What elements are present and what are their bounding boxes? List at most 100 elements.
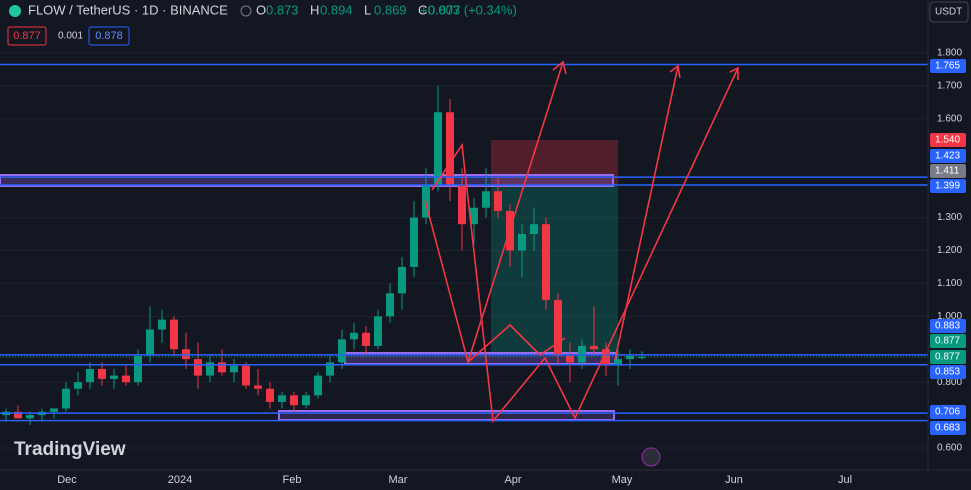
candle-body <box>554 299 562 356</box>
candle-body <box>602 349 610 366</box>
time-label: Jun <box>725 474 743 486</box>
price-marker-label: 0.883 <box>935 321 960 332</box>
candle-body <box>134 355 142 383</box>
levels <box>0 63 928 422</box>
time-label: Apr <box>504 474 521 486</box>
price-marker <box>930 179 966 193</box>
arrow-head <box>552 60 567 75</box>
zone <box>278 410 615 421</box>
brand: TradingView <box>14 439 126 460</box>
price-marker <box>930 421 966 435</box>
candle-body <box>302 395 310 406</box>
candle-body <box>218 362 226 373</box>
ask: 0.878 <box>95 30 123 42</box>
event-icon[interactable] <box>641 447 661 467</box>
price-tick-label: 1.100 <box>937 278 962 289</box>
price-tick-label: 1.000 <box>937 311 962 322</box>
candle-body <box>482 191 490 208</box>
candle-body <box>398 266 406 294</box>
candle-body <box>266 388 274 402</box>
candle-body <box>50 408 58 412</box>
candle-body <box>638 356 646 359</box>
arrow <box>614 65 679 361</box>
candle-body <box>158 319 166 330</box>
candle-body <box>206 362 214 376</box>
candle-body <box>110 375 118 379</box>
candle-body <box>98 369 106 379</box>
price-marker <box>930 59 966 73</box>
candle-body <box>290 395 298 406</box>
candle-body <box>170 319 178 350</box>
ask-box[interactable] <box>88 26 130 46</box>
price-marker-label: 0.877 <box>935 336 960 347</box>
candle-body <box>14 411 22 419</box>
arrow-head <box>729 66 739 80</box>
candle-body <box>254 385 262 389</box>
candle-body <box>626 355 634 360</box>
ohlc-key: L <box>364 2 371 17</box>
candle-body <box>314 375 322 396</box>
time-label: Mar <box>389 474 408 486</box>
candle-body <box>326 362 334 376</box>
price-marker-label: 1.423 <box>935 151 960 162</box>
candle-body <box>350 332 358 340</box>
price-marker-label: 0.706 <box>935 407 960 418</box>
candle-body <box>386 293 394 317</box>
ohlc-key: H <box>310 2 319 17</box>
candle-body <box>362 332 370 346</box>
candle-body <box>446 112 454 185</box>
price-marker <box>930 164 966 178</box>
time-label: 2024 <box>168 474 192 486</box>
candle-body <box>374 316 382 346</box>
price-marker-label: 1.399 <box>935 181 960 192</box>
candle-body <box>410 217 418 267</box>
arrow-head <box>669 64 681 79</box>
arrows <box>424 60 739 423</box>
price-marker <box>930 319 966 333</box>
time-label: Jul <box>838 474 852 486</box>
candle-body <box>62 388 70 409</box>
ohlc-key: O <box>256 2 266 17</box>
price-marker-label: 0.683 <box>935 423 960 434</box>
ohlc: O 0.873 H 0.894 L 0.869 C 0.877 <box>256 2 461 17</box>
price-marker <box>930 405 966 419</box>
price-tick-label: 1.300 <box>937 212 962 223</box>
candle-body <box>530 224 538 235</box>
candle-body <box>338 339 346 363</box>
arrow <box>431 67 739 423</box>
candle-body <box>146 329 154 356</box>
candle-body <box>74 382 82 389</box>
bid-box[interactable] <box>7 26 47 46</box>
price-marker <box>930 149 966 163</box>
candle-body <box>194 359 202 376</box>
candle-body <box>614 359 622 366</box>
candle-body <box>242 365 250 386</box>
candle-body <box>122 375 130 383</box>
price-tick-label: 0.600 <box>937 443 962 454</box>
price-marker-label: 1.411 <box>935 166 960 177</box>
time-label: May <box>612 474 633 486</box>
symbol-icon <box>9 5 21 17</box>
candle-body <box>470 207 478 225</box>
candle-body <box>278 395 286 402</box>
price-marker <box>930 334 966 348</box>
zone <box>0 174 614 187</box>
candle-body <box>26 415 34 419</box>
candle-body <box>590 345 598 350</box>
candle-body <box>518 234 526 251</box>
symbol[interactable]: FLOW / TetherUS · 1D · BINANCE <box>28 2 228 17</box>
price-tick-label: 1.200 <box>937 245 962 256</box>
currency-button[interactable] <box>929 1 969 23</box>
ohlc-value: 0.873 <box>266 2 299 17</box>
price-tick-label: 1.600 <box>937 113 962 124</box>
candle-body <box>542 224 550 300</box>
change: +0.003 (+0.34%) <box>420 2 517 17</box>
price-tick-label: 0.800 <box>937 377 962 388</box>
candle-body <box>86 369 94 383</box>
spread: 0.001 <box>58 31 83 42</box>
price-marker-label: 0.877 <box>935 352 960 363</box>
ohlc-value: 0.877 <box>428 2 461 17</box>
candle-body <box>566 355 574 363</box>
